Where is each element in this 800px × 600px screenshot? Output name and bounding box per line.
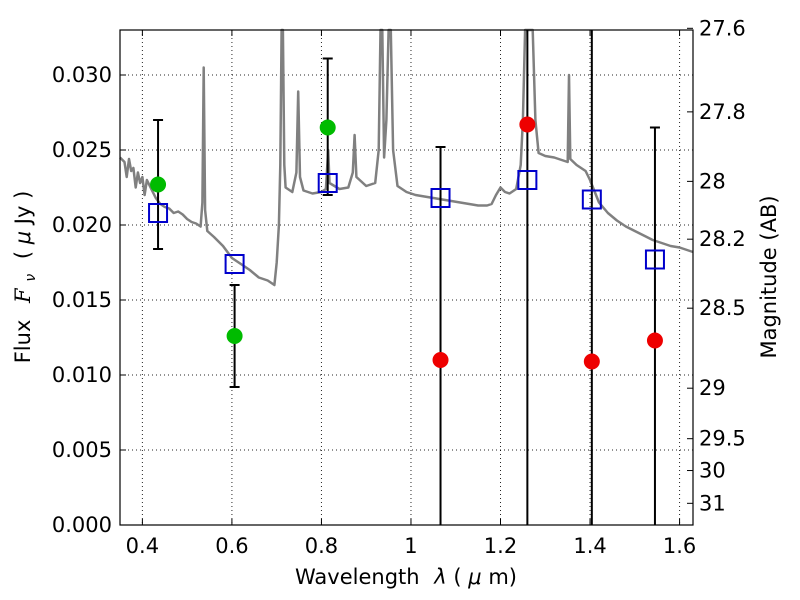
y2-tick-label: 30 — [699, 459, 726, 483]
y2-tick-label: 27.6 — [699, 16, 746, 40]
model-photometry-square — [317, 173, 338, 193]
y2-axis-label: Magnitude (AB) — [757, 195, 781, 358]
y2-tick-label: 27.8 — [699, 100, 746, 124]
y-axis-unit-rest: Jy ) — [11, 191, 35, 227]
axis-ticks: 0.4 0.6 0.8 1 1.2 1.4 1.6 0.000 0.005 0.010 0.015 0… — [52, 16, 746, 558]
x-tick-label: 0.8 — [305, 534, 338, 558]
y-tick-label: 0.005 — [52, 438, 112, 462]
grid-lines — [120, 30, 693, 526]
x-axis-unit-mu: μ — [467, 565, 481, 589]
y-tick-label: 0.020 — [52, 213, 112, 237]
y-tick-label: 0.015 — [52, 288, 112, 312]
y-axis-unit-mu: μ — [11, 231, 35, 245]
detection-point — [150, 176, 167, 193]
marker-layer — [148, 116, 665, 370]
x-tick-label: 1.2 — [484, 534, 517, 558]
y-tick-label: 0.030 — [52, 63, 112, 87]
model-photometry-square — [148, 203, 169, 223]
y-axis-label-text: Flux — [11, 320, 35, 364]
model-spectrum-layer — [119, 28, 694, 287]
y2-tick-label: 29.5 — [699, 427, 746, 451]
y-axis-symbol: F — [11, 287, 35, 304]
y-tick-label: 0.010 — [52, 363, 112, 387]
x-tick-label: 0.6 — [215, 534, 248, 558]
model-spectrum-line — [119, 28, 694, 287]
model-photometry-square — [581, 189, 602, 210]
y2-tick-label: 28.2 — [699, 227, 746, 251]
plot-frame — [119, 29, 694, 526]
x-tick-label: 0.4 — [126, 534, 159, 558]
x-axis-label-text: Wavelength — [295, 565, 420, 589]
y-axis-symbol-sub: ν — [23, 274, 39, 282]
upper-limit-point — [646, 332, 663, 349]
x-axis-unit-open: ( — [453, 565, 461, 589]
y2-tick-label: 31 — [699, 491, 726, 515]
upper-limit-point — [519, 116, 536, 133]
y2-tick-label: 28 — [699, 169, 726, 193]
model-photometry-square — [430, 188, 451, 208]
x-tick-label: 1.4 — [573, 534, 606, 558]
y2-tick-label: 28.5 — [699, 296, 746, 320]
x-tick-label: 1.6 — [663, 534, 696, 558]
detection-point — [319, 119, 336, 136]
y-axis-unit-open: ( — [11, 244, 35, 259]
model-photometry-square — [224, 254, 245, 274]
upper-limit-point — [583, 353, 600, 370]
x-axis-label: Wavelength λ ( μ m) — [295, 565, 517, 589]
y-axis-label: Flux F ν ( μ Jy ) — [11, 191, 40, 364]
model-photometry-square — [517, 170, 538, 190]
errorbar-layer — [153, 30, 660, 525]
detection-point — [226, 328, 243, 344]
x-tick-label: 1 — [404, 534, 417, 558]
x-axis-unit-rest: m) — [488, 565, 517, 589]
y-tick-label: 0.000 — [52, 513, 112, 537]
y2-tick-label: 29 — [699, 376, 726, 400]
y-tick-label: 0.025 — [52, 138, 112, 162]
upper-limit-point — [432, 352, 449, 368]
model-photometry-square — [644, 249, 665, 270]
x-axis-symbol: λ — [433, 565, 446, 589]
